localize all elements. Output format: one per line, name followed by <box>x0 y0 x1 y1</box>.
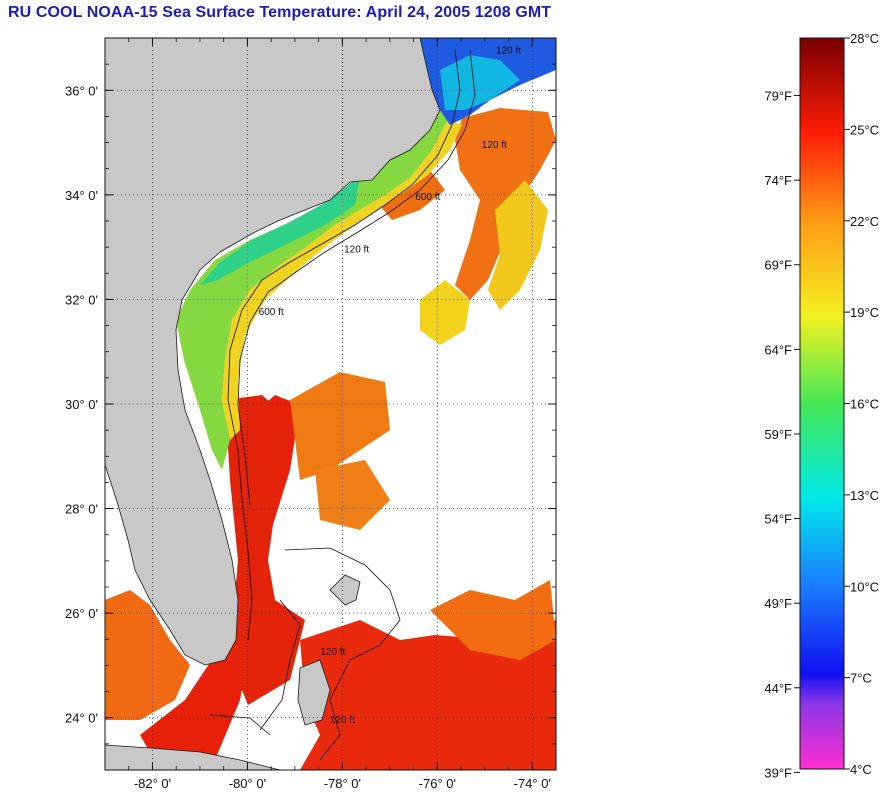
colorbar-fahrenheit-label: 64°F <box>764 342 792 357</box>
sst-yellow-east <box>488 180 548 310</box>
sst-warm-gulf-stream <box>225 395 305 705</box>
contour-label: 120 ft <box>482 140 507 151</box>
contour-label: 600 ft <box>415 192 440 203</box>
colorbar-gradient <box>799 37 845 770</box>
colorbar-fahrenheit-label: 49°F <box>764 596 792 611</box>
sst-yellow-shelf-edge <box>222 120 462 440</box>
lat-tick-label: 24° 0' <box>65 711 98 726</box>
lat-tick-label: 28° 0' <box>65 502 98 517</box>
contour-label: 600 ft <box>259 307 284 318</box>
contour-bahamas-1 <box>284 547 401 761</box>
map-frame <box>104 37 557 771</box>
contour-bahamas-2 <box>259 599 301 731</box>
sst-orange-mid <box>290 372 390 480</box>
colorbar-fahrenheit-label: 59°F <box>764 427 792 442</box>
colorbar-celsius-label: 16°C <box>850 397 879 412</box>
lon-tick-label: -74° 0' <box>514 776 551 791</box>
contour-labels: 120 ft 120 ft 600 ft 120 ft 600 ft 120 ft 120 … <box>259 46 522 726</box>
contour-600ft <box>237 49 476 506</box>
sst-orange-southwest <box>105 590 190 720</box>
colorbar-celsius-label: 4°C <box>850 762 872 777</box>
colorbar-celsius-label: 25°C <box>850 122 879 137</box>
lat-tick-label: 30° 0' <box>65 397 98 412</box>
contour-120ft <box>227 49 461 641</box>
sst-map <box>105 38 556 770</box>
sst-warm-bahamas <box>300 620 556 770</box>
colorbar-labels: 28°C 25°C 22°C 19°C 16°C 13°C 10°C 7°C 4°C 79°F 74… <box>764 31 879 780</box>
colorbar-celsius-label: 13°C <box>850 488 879 503</box>
sst-orange-east <box>430 580 556 660</box>
contour-label: 120 ft <box>320 647 345 658</box>
lat-tick-label: 26° 0' <box>65 606 98 621</box>
colorbar-celsius-label: 10°C <box>850 579 879 594</box>
sst-orange-central <box>315 460 390 530</box>
sst-yellow-patch <box>420 280 470 345</box>
colorbar-celsius-label: 22°C <box>850 214 879 229</box>
colorbar-fahrenheit-label: 44°F <box>764 681 792 696</box>
lat-tick-label: 34° 0' <box>65 188 98 203</box>
colorbar-fahrenheit-label: 69°F <box>764 258 792 273</box>
lon-tick-label: -78° 0' <box>324 776 361 791</box>
contour-label: 120 ft <box>330 715 355 726</box>
land-cuba <box>105 744 281 770</box>
lon-tick-label: -80° 0' <box>229 776 266 791</box>
lon-tick-label: -82° 0' <box>134 776 171 791</box>
lat-tick-label: 32° 0' <box>65 292 98 307</box>
colorbar-celsius-label: 19°C <box>850 305 879 320</box>
land-andros <box>297 659 331 726</box>
contour-label: 120 ft <box>496 46 521 57</box>
sst-cyan-north <box>440 55 520 110</box>
colorbar: 28°C 25°C 22°C 19°C 16°C 13°C 10°C 7°C 4°C 79°F 74… <box>764 31 879 780</box>
lon-tick-label: -76° 0' <box>419 776 456 791</box>
contour-label: 120 ft <box>344 244 369 255</box>
lat-tick-label: 36° 0' <box>65 83 98 98</box>
colorbar-fahrenheit-label: 79°F <box>764 89 792 104</box>
colorbar-fahrenheit-label: 39°F <box>764 765 792 780</box>
colorbar-fahrenheit-label: 54°F <box>764 512 792 527</box>
sst-green-shelf <box>176 95 448 470</box>
sst-cool-nearshore-north <box>200 175 360 285</box>
land-us-southeast <box>105 38 441 666</box>
colorbar-celsius-label: 7°C <box>850 671 872 686</box>
colorbar-celsius-label: 28°C <box>850 31 879 46</box>
colorbar-fahrenheit-label: 74°F <box>764 173 792 188</box>
map-title: RU COOL NOAA-15 Sea Surface Temperature:… <box>8 4 552 21</box>
